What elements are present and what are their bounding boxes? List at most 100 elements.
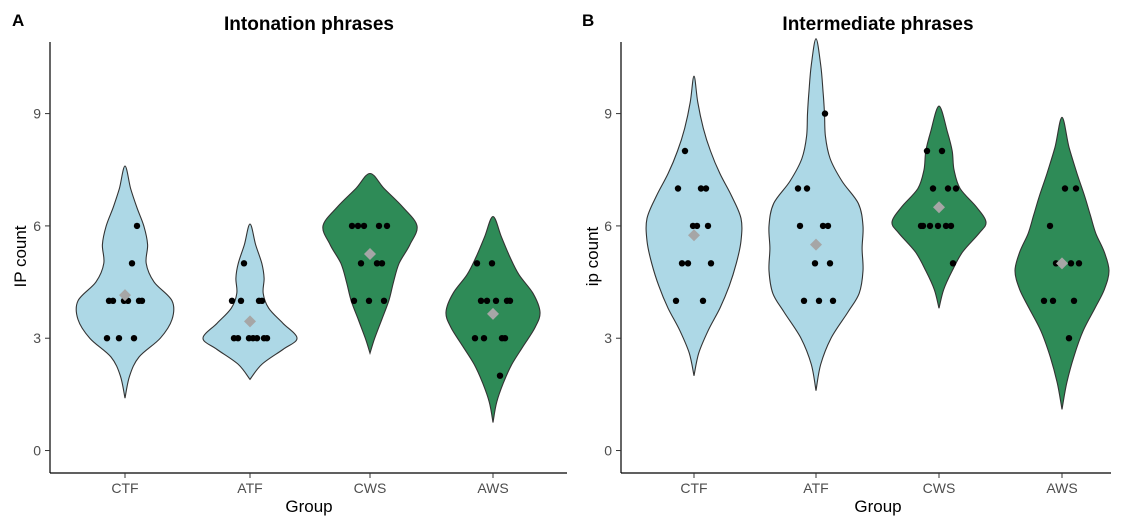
x-tick-label: ATF	[237, 480, 262, 496]
data-point	[348, 222, 356, 230]
data-point	[803, 185, 811, 192]
data-point	[103, 335, 111, 342]
data-point	[1070, 297, 1078, 304]
x-tick-label: CTF	[111, 480, 138, 496]
data-point	[938, 147, 946, 155]
data-point	[230, 335, 238, 342]
data-point	[674, 185, 682, 192]
chart-panel-a: A Intonation phrases 0 3 6 9 IP count Group CTF A…	[11, 11, 567, 516]
data-point	[923, 147, 931, 155]
data-point	[697, 185, 705, 192]
data-point	[1075, 260, 1083, 267]
y-tick-label: 0	[33, 443, 41, 459]
data-point	[707, 260, 715, 267]
violin-group-ctf: CTF	[75, 165, 175, 496]
violin-group-atf: ATF	[768, 38, 864, 496]
data-point	[498, 335, 506, 342]
data-point	[130, 335, 138, 342]
data-point	[503, 297, 511, 304]
data-point	[354, 222, 362, 230]
data-point	[934, 222, 942, 230]
data-point	[1072, 185, 1080, 192]
data-point	[678, 260, 686, 267]
chart-panel-b: B Intermediate phrases 0 3 6 9 ip count Group CT…	[582, 11, 1111, 516]
panel-letter: B	[582, 11, 594, 30]
data-point	[135, 297, 143, 304]
mean-marker	[1056, 257, 1068, 270]
chart-title: Intonation phrases	[224, 14, 394, 35]
data-point	[237, 297, 245, 304]
data-point	[496, 372, 504, 379]
y-axis-label: IP count	[11, 225, 30, 287]
x-tick-label: CWS	[354, 480, 387, 496]
data-point	[917, 222, 925, 230]
data-point	[378, 260, 386, 267]
data-point	[829, 297, 837, 304]
mean-marker	[933, 201, 945, 214]
violin-shape	[75, 165, 175, 399]
data-point	[944, 185, 952, 192]
violin-shape	[202, 223, 298, 381]
x-axis-label: Group	[854, 497, 901, 516]
data-point	[350, 297, 358, 304]
data-point	[796, 222, 804, 230]
data-point	[819, 222, 827, 230]
data-point	[1065, 335, 1073, 342]
data-point	[704, 222, 712, 230]
x-tick-label: ATF	[803, 480, 828, 496]
violin-group-cws: CWS	[322, 172, 418, 496]
mean-marker	[119, 289, 131, 302]
data-point	[260, 335, 268, 342]
data-point	[253, 335, 261, 342]
data-point	[477, 297, 485, 304]
data-point	[473, 260, 481, 267]
data-point	[811, 260, 819, 267]
y-axis-label: ip count	[583, 226, 602, 286]
data-point	[1049, 297, 1057, 304]
data-point	[800, 297, 808, 304]
data-point	[255, 297, 263, 304]
x-tick-label: AWS	[1046, 480, 1077, 496]
data-point	[357, 260, 365, 267]
violin-group-cws: CWS	[891, 105, 987, 496]
data-point	[824, 222, 832, 230]
data-point	[380, 297, 388, 304]
data-point	[1067, 260, 1075, 267]
y-tick-label: 9	[604, 106, 612, 122]
data-point	[375, 222, 383, 230]
y-tick-label: 6	[33, 218, 41, 234]
data-point	[240, 260, 248, 267]
data-point	[926, 222, 934, 230]
data-point	[373, 260, 381, 267]
mean-marker	[487, 307, 499, 320]
y-tick-label: 3	[604, 330, 612, 346]
x-axis-label: Group	[285, 497, 332, 516]
violin-shape	[322, 172, 418, 356]
data-point	[383, 222, 391, 230]
y-tick-label: 6	[604, 218, 612, 234]
mean-marker	[364, 247, 376, 260]
violin-group-atf: ATF	[202, 223, 298, 496]
data-point	[245, 335, 253, 342]
y-tick-label: 0	[604, 443, 612, 459]
data-point	[228, 297, 236, 304]
violin-group-aws: AWS	[1014, 116, 1110, 496]
data-point	[1040, 297, 1048, 304]
x-tick-label: CTF	[680, 480, 707, 496]
data-point	[360, 222, 368, 230]
data-point	[133, 222, 141, 230]
panel-letter: A	[12, 11, 24, 30]
mean-marker	[688, 229, 700, 242]
data-point	[1061, 185, 1069, 192]
data-point	[815, 297, 823, 304]
data-point	[105, 297, 113, 304]
y-tick-label: 3	[33, 330, 41, 346]
y-tick-label: 9	[33, 106, 41, 122]
x-tick-label: CWS	[923, 480, 956, 496]
data-point	[942, 222, 950, 230]
data-point	[699, 297, 707, 304]
data-point	[821, 110, 829, 117]
data-point	[702, 185, 710, 192]
violin-group-aws: AWS	[445, 215, 541, 496]
data-point	[471, 335, 479, 342]
